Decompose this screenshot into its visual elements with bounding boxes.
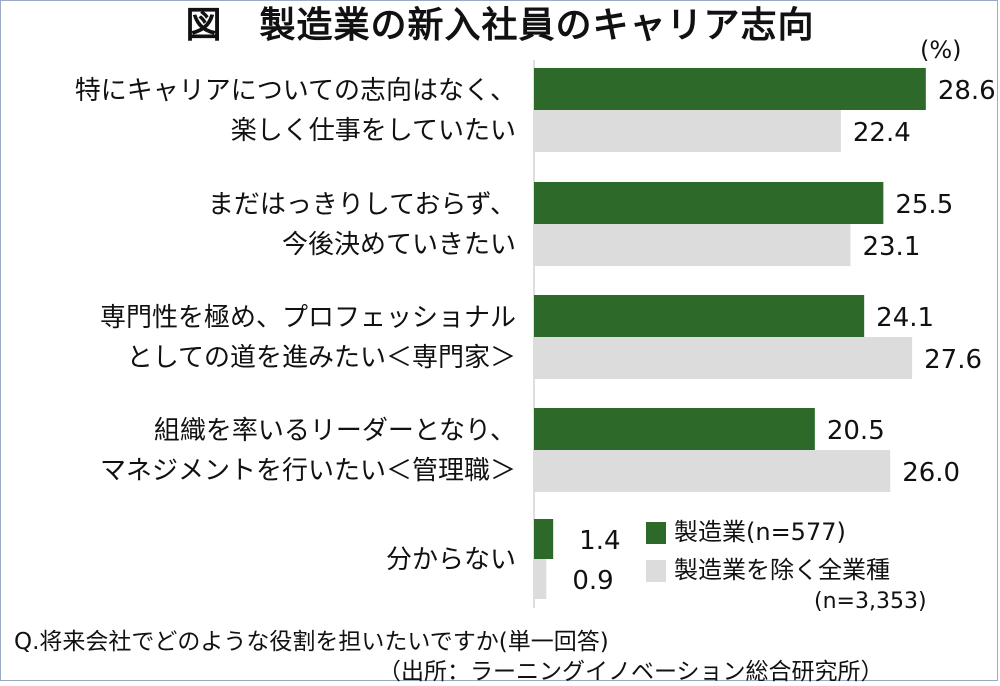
- value-label-manufacturing-no-preference: 28.6: [938, 76, 996, 106]
- legend-sample-size: (n=3,353): [814, 589, 927, 614]
- value-label-other-industries-specialist: 27.6: [924, 345, 982, 375]
- source-note: （出所：ラーニングイノベーション総合研究所）: [378, 659, 884, 685]
- value-label-manufacturing-undecided: 25.5: [895, 190, 953, 220]
- legend-label-manufacturing: 製造業(n=577): [674, 518, 846, 546]
- value-label-manufacturing-specialist: 24.1: [876, 303, 934, 333]
- bar-other-industries-unknown: [534, 559, 547, 599]
- bar-manufacturing-specialist: [534, 295, 865, 337]
- category-label-manager-line-1: 組織を率いるリーダーとなり、: [154, 416, 516, 446]
- unit-label: (%): [920, 36, 962, 64]
- category-label-specialist-line-1: 専門性を極め、プロフェッショナル: [100, 303, 516, 333]
- value-label-other-industries-undecided: 23.1: [862, 232, 920, 262]
- value-label-manufacturing-manager: 20.5: [827, 416, 885, 446]
- category-label-specialist-line-2: としての道を進みたい＜専門家＞: [127, 343, 516, 373]
- legend-swatch-other-industries: [646, 560, 666, 582]
- value-label-other-industries-unknown: 0.9: [572, 566, 613, 596]
- bar-manufacturing-undecided: [534, 182, 884, 224]
- bar-other-industries-manager: [534, 450, 891, 492]
- bar-other-industries-undecided: [534, 224, 851, 266]
- legend-swatch-manufacturing: [646, 522, 666, 544]
- category-label-undecided-line-2: 今後決めていきたい: [282, 230, 516, 260]
- category-label-no-preference-line-1: 特にキャリアについての志向はなく、: [75, 76, 516, 106]
- survey-question: Q.将来会社でどのような役割を担いたいですか(単一回答): [14, 629, 609, 655]
- bar-other-industries-no-preference: [534, 110, 841, 152]
- category-label-manager-line-2: マネジメントを行いたい＜管理職＞: [100, 456, 516, 486]
- bar-manufacturing-unknown: [534, 519, 554, 559]
- category-label-undecided-line-1: まだはっきりしておらず、: [208, 190, 516, 220]
- category-label-no-preference-line-2: 楽しく仕事をしていたい: [231, 116, 516, 146]
- category-label-unknown: 分からない: [386, 545, 516, 575]
- value-label-other-industries-no-preference: 22.4: [853, 118, 911, 148]
- value-label-other-industries-manager: 26.0: [902, 458, 960, 488]
- chart-title: 図 製造業の新入社員のキャリア志向: [185, 5, 815, 46]
- bar-manufacturing-no-preference: [534, 68, 926, 110]
- legend-label-other-industries: 製造業を除く全業種: [674, 556, 890, 584]
- value-label-manufacturing-unknown: 1.4: [579, 526, 620, 556]
- bar-manufacturing-manager: [534, 408, 815, 450]
- bar-other-industries-specialist: [534, 337, 913, 379]
